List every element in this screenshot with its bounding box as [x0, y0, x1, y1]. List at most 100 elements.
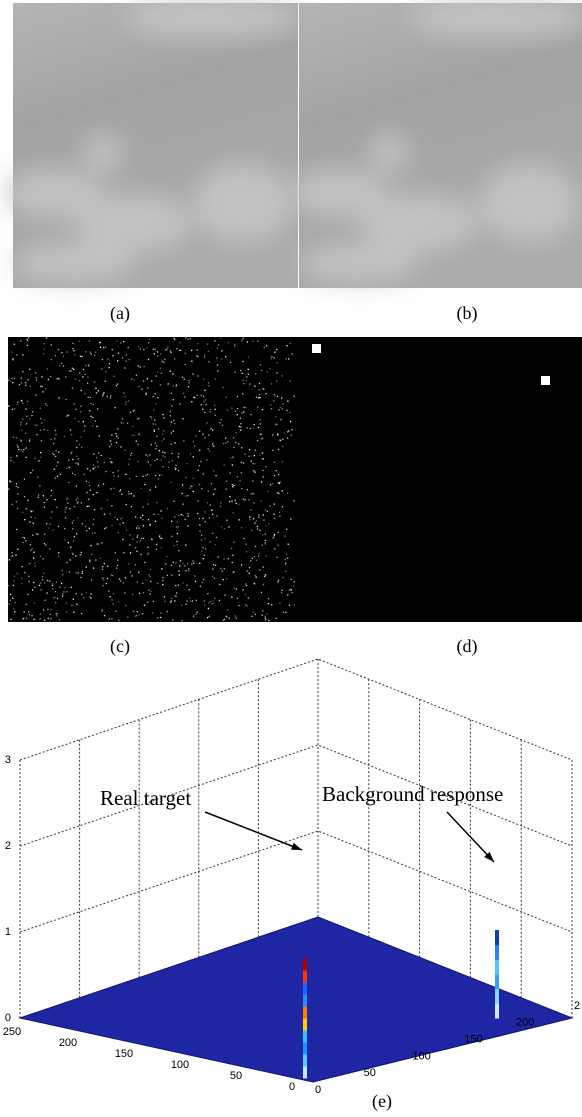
speckle-dot: [129, 534, 130, 535]
speckle-dot: [137, 611, 138, 612]
speckle-dot: [216, 357, 217, 358]
speckle-dot: [276, 618, 277, 619]
speckle-dot: [117, 560, 118, 561]
speckle-dot: [258, 397, 259, 398]
speckle-dot: [116, 385, 117, 386]
speckle-dot: [263, 476, 264, 477]
speckle-dot: [150, 581, 151, 582]
speckle-dot: [94, 509, 95, 510]
speckle-dot: [33, 619, 34, 620]
speckle-dot: [208, 361, 209, 362]
speckle-dot: [277, 581, 278, 582]
speckle-dot: [13, 462, 14, 463]
speckle-dot: [170, 411, 171, 412]
speckle-dot: [132, 435, 133, 436]
speckle-dot: [176, 592, 177, 593]
speckle-dot: [155, 475, 156, 476]
speckle-dot: [274, 352, 275, 353]
speckle-dot: [112, 472, 113, 473]
speckle-dot: [285, 571, 286, 572]
speckle-dot: [174, 358, 175, 359]
speckle-dot: [103, 347, 104, 348]
annotation: Real target: [100, 786, 191, 810]
speckle-dot: [24, 519, 25, 520]
speckle-dot: [278, 580, 279, 581]
speckle-dot: [129, 359, 130, 360]
speckle-dot: [172, 620, 173, 621]
speckle-dot: [153, 396, 154, 397]
speckle-dot: [271, 358, 272, 359]
speckle-dot: [150, 524, 151, 525]
speckle-dot: [120, 580, 121, 581]
speckle-dot: [44, 534, 45, 535]
speckle-dot: [176, 348, 177, 349]
speckle-dot: [150, 464, 151, 465]
speckle-dot: [293, 585, 294, 586]
speckle-dot: [95, 421, 96, 422]
speckle-dot: [236, 503, 237, 504]
speckle-dot: [280, 440, 281, 441]
speckle-dot: [240, 423, 241, 424]
speckle-dot: [52, 583, 53, 584]
speckle-dot: [136, 551, 137, 552]
speckle-dot: [58, 452, 59, 453]
speckle-dot: [122, 357, 123, 358]
spike: [495, 930, 499, 945]
speckle-dot: [79, 341, 80, 342]
speckle-dot: [193, 397, 194, 398]
speckle-dot: [291, 590, 292, 591]
speckle-dot: [288, 358, 289, 359]
x-tick-label: 0: [289, 1081, 295, 1093]
speckle-dot: [70, 429, 71, 430]
speckle-dot: [158, 428, 159, 429]
speckle-dot: [241, 412, 242, 413]
speckle-dot: [190, 453, 191, 454]
speckle-dot: [27, 594, 28, 595]
speckle-dot: [44, 349, 45, 350]
speckle-dot: [260, 364, 261, 365]
speckle-dot: [72, 368, 73, 369]
speckle-dot: [207, 502, 208, 503]
speckle-dot: [203, 547, 204, 548]
speckle-dot: [290, 421, 291, 422]
speckle-dot: [281, 592, 282, 593]
speckle-dot: [56, 615, 57, 616]
speckle-dot: [11, 352, 12, 353]
speckle-dot: [193, 456, 194, 457]
speckle-dot: [101, 542, 102, 543]
speckle-dot: [120, 518, 121, 519]
speckle-dot: [245, 583, 246, 584]
speckle-dot: [209, 616, 210, 617]
speckle-dot: [35, 517, 36, 518]
speckle-dot: [154, 429, 155, 430]
speckle-dot: [162, 434, 163, 435]
speckle-dot: [29, 581, 30, 582]
caption: (c): [110, 636, 130, 657]
speckle-dot: [29, 614, 30, 615]
speckle-dot: [294, 396, 295, 397]
speckle-dot: [150, 569, 151, 570]
speckle-dot: [64, 539, 65, 540]
speckle-dot: [234, 372, 235, 373]
speckle-dot: [84, 474, 85, 475]
speckle-dot: [89, 352, 90, 353]
speckle-dot: [11, 378, 12, 379]
speckle-dot: [81, 356, 82, 357]
speckle-dot: [33, 552, 34, 553]
speckle-dot: [110, 395, 111, 396]
speckle-dot: [280, 407, 281, 408]
speckle-dot: [14, 602, 15, 603]
speckle-dot: [196, 355, 197, 356]
speckle-dot: [212, 514, 213, 515]
speckle-dot: [13, 437, 14, 438]
speckle-dot: [17, 446, 18, 447]
speckle-dot: [246, 551, 247, 552]
speckle-dot: [89, 528, 90, 529]
speckle-dot: [90, 470, 91, 471]
speckle-dot: [156, 436, 157, 437]
speckle-dot: [148, 359, 149, 360]
speckle-dot: [95, 559, 96, 560]
speckle-dot: [133, 495, 134, 496]
speckle-dot: [128, 493, 129, 494]
speckle-dot: [105, 371, 106, 372]
